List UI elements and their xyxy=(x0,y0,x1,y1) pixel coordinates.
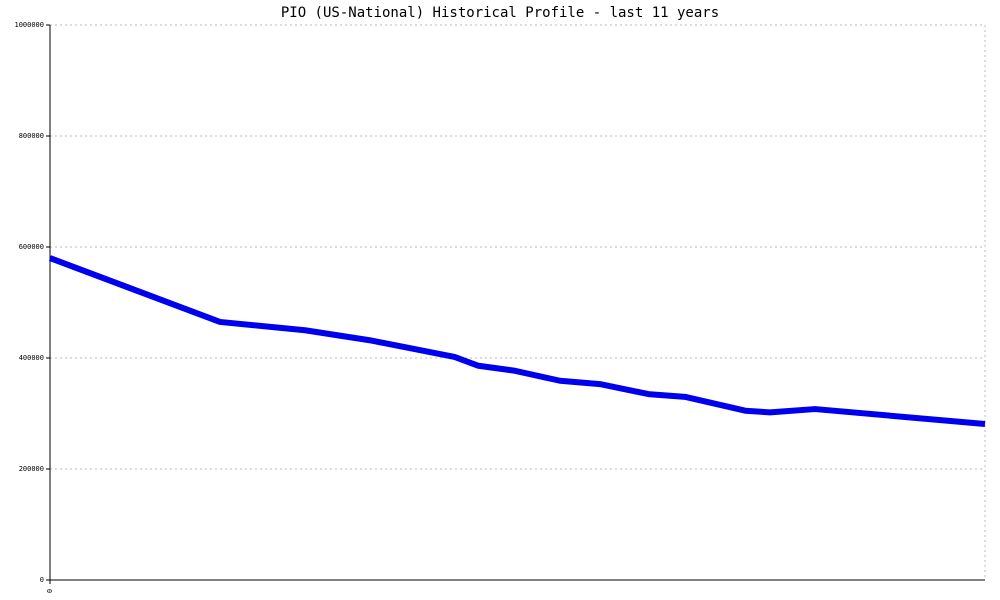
y-tick-label: 600000 xyxy=(19,243,44,251)
y-tick-label: 800000 xyxy=(19,132,44,140)
chart-title: PIO (US-National) Historical Profile - l… xyxy=(281,5,719,21)
x-tick-label: 0 xyxy=(46,589,54,593)
y-tick-label: 0 xyxy=(40,576,44,584)
y-tick-label: 1000000 xyxy=(14,21,44,29)
y-tick-label: 200000 xyxy=(19,465,44,473)
line-series xyxy=(48,255,986,428)
y-tick-label: 400000 xyxy=(19,354,44,362)
